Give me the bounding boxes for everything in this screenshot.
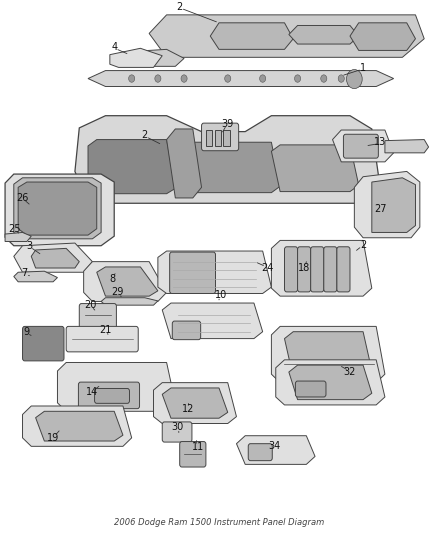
Polygon shape [372, 178, 416, 232]
FancyBboxPatch shape [297, 247, 311, 292]
Bar [223, 130, 230, 146]
Polygon shape [149, 15, 424, 58]
Text: 12: 12 [182, 404, 194, 414]
Polygon shape [14, 178, 101, 239]
Polygon shape [272, 326, 385, 383]
Text: 3: 3 [26, 241, 32, 251]
Circle shape [338, 75, 344, 82]
Polygon shape [276, 360, 385, 405]
Text: 13: 13 [374, 137, 387, 147]
Text: 39: 39 [222, 119, 234, 128]
Text: 29: 29 [112, 287, 124, 297]
FancyBboxPatch shape [248, 443, 272, 461]
Text: 24: 24 [261, 263, 273, 273]
Polygon shape [385, 140, 428, 153]
Polygon shape [14, 271, 57, 282]
Text: 8: 8 [109, 273, 115, 284]
Polygon shape [110, 49, 162, 67]
Polygon shape [5, 174, 114, 246]
Polygon shape [162, 303, 263, 338]
FancyBboxPatch shape [343, 134, 378, 158]
FancyBboxPatch shape [79, 304, 117, 329]
Circle shape [181, 75, 187, 82]
Text: 2006 Dodge Ram 1500 Instrument Panel Diagram: 2006 Dodge Ram 1500 Instrument Panel Dia… [114, 518, 324, 527]
Bar [215, 130, 221, 146]
Text: 25: 25 [8, 224, 21, 234]
Polygon shape [162, 388, 228, 418]
Polygon shape [354, 172, 420, 238]
Circle shape [225, 75, 231, 82]
Polygon shape [153, 383, 237, 424]
Polygon shape [237, 435, 315, 464]
Text: 7: 7 [21, 268, 28, 278]
Text: 26: 26 [16, 193, 29, 203]
FancyBboxPatch shape [295, 381, 326, 397]
Polygon shape [184, 142, 280, 192]
Polygon shape [18, 182, 97, 235]
Text: 21: 21 [99, 325, 112, 335]
Text: 20: 20 [84, 300, 96, 310]
Polygon shape [272, 240, 372, 296]
Text: 4: 4 [111, 42, 117, 52]
Polygon shape [158, 251, 272, 294]
FancyBboxPatch shape [162, 422, 192, 442]
Text: 2: 2 [360, 240, 366, 249]
Polygon shape [123, 50, 184, 66]
Polygon shape [88, 70, 394, 86]
Circle shape [346, 69, 362, 88]
Text: 32: 32 [344, 367, 356, 377]
Polygon shape [88, 140, 175, 193]
Polygon shape [57, 362, 175, 411]
FancyBboxPatch shape [22, 326, 64, 361]
Polygon shape [332, 130, 394, 162]
Text: 34: 34 [269, 441, 281, 451]
Polygon shape [272, 145, 359, 191]
FancyBboxPatch shape [170, 252, 215, 294]
FancyBboxPatch shape [78, 382, 140, 409]
Polygon shape [14, 243, 92, 272]
FancyBboxPatch shape [95, 389, 130, 403]
FancyBboxPatch shape [311, 247, 324, 292]
FancyBboxPatch shape [285, 247, 297, 292]
Polygon shape [5, 232, 31, 241]
Text: 19: 19 [47, 433, 59, 443]
FancyBboxPatch shape [324, 247, 337, 292]
Polygon shape [289, 365, 372, 400]
FancyBboxPatch shape [337, 247, 350, 292]
Polygon shape [35, 411, 123, 441]
Polygon shape [22, 406, 132, 446]
Circle shape [129, 75, 135, 82]
FancyBboxPatch shape [66, 326, 138, 352]
Polygon shape [350, 23, 416, 51]
Circle shape [294, 75, 300, 82]
Text: 11: 11 [192, 442, 204, 453]
Polygon shape [31, 248, 79, 268]
Text: 27: 27 [374, 204, 387, 214]
Text: 1: 1 [360, 63, 366, 73]
Circle shape [155, 75, 161, 82]
FancyBboxPatch shape [172, 321, 201, 340]
Text: 14: 14 [86, 386, 99, 397]
Circle shape [260, 75, 266, 82]
FancyBboxPatch shape [180, 441, 206, 467]
Bar [206, 130, 212, 146]
Polygon shape [101, 298, 158, 305]
Polygon shape [97, 267, 158, 296]
Polygon shape [84, 262, 166, 302]
Polygon shape [166, 129, 201, 198]
Polygon shape [285, 332, 372, 377]
Polygon shape [75, 116, 381, 203]
Text: 9: 9 [23, 327, 29, 337]
Circle shape [321, 75, 327, 82]
Text: 18: 18 [298, 263, 310, 273]
Polygon shape [210, 23, 293, 50]
FancyBboxPatch shape [201, 123, 239, 151]
Text: 2: 2 [177, 2, 183, 12]
Text: 2: 2 [141, 131, 148, 140]
Text: 10: 10 [215, 290, 227, 300]
Text: 30: 30 [171, 422, 184, 432]
Polygon shape [289, 26, 359, 44]
